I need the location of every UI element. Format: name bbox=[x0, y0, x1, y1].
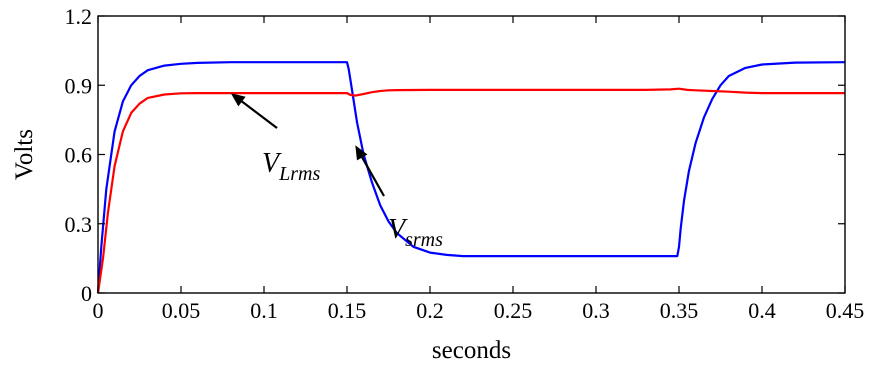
plot-frame bbox=[97, 15, 846, 294]
x-tick-label: 0.4 bbox=[748, 298, 776, 323]
arrow-head bbox=[355, 145, 368, 161]
annotation-subscript: Lrms bbox=[278, 163, 320, 185]
annotation-lrms: VLrms bbox=[230, 93, 320, 185]
x-tick-label: 0.35 bbox=[660, 298, 699, 323]
y-tick-label: 0.3 bbox=[65, 212, 93, 237]
annotation-label: Vsrms bbox=[388, 214, 443, 251]
y-tick-label: 0.6 bbox=[65, 143, 93, 168]
arrow-shaft bbox=[361, 156, 385, 197]
x-axis-title: seconds bbox=[432, 337, 511, 364]
series-line-1 bbox=[96, 61, 846, 294]
annotation-main-text: V bbox=[388, 214, 408, 245]
x-tick-label: 0.45 bbox=[826, 298, 865, 323]
x-tick-label: 0 bbox=[93, 298, 104, 323]
x-tick-label: 0.1 bbox=[250, 298, 278, 323]
x-tick-label: 0.2 bbox=[416, 298, 444, 323]
annotation-label: VLrms bbox=[262, 148, 320, 185]
arrow-shaft bbox=[241, 100, 278, 129]
y-tick-label: 0 bbox=[81, 281, 92, 306]
y-axis-title: Volts bbox=[11, 129, 38, 180]
annotation-main-text: V bbox=[262, 148, 282, 179]
annotation-srms: Vsrms bbox=[355, 145, 443, 251]
tick-labels-layer: 0 0.05 0.1 0.15 0.2 0.25 0.3 0.35 0.4 0.45 0 0.3 0.6… bbox=[65, 4, 865, 323]
x-tick-label: 0.15 bbox=[328, 298, 367, 323]
ticks-layer bbox=[97, 15, 846, 294]
series-line-2 bbox=[96, 87, 845, 294]
x-tick-label: 0.05 bbox=[162, 298, 201, 323]
x-tick-label: 0.25 bbox=[494, 298, 533, 323]
series-layer bbox=[96, 61, 846, 294]
y-tick-label: 1.2 bbox=[65, 4, 93, 29]
annotation-subscript: srms bbox=[405, 229, 443, 251]
x-tick-label: 0.3 bbox=[582, 298, 610, 323]
arrow-head bbox=[230, 93, 246, 107]
y-tick-label: 0.9 bbox=[65, 73, 93, 98]
